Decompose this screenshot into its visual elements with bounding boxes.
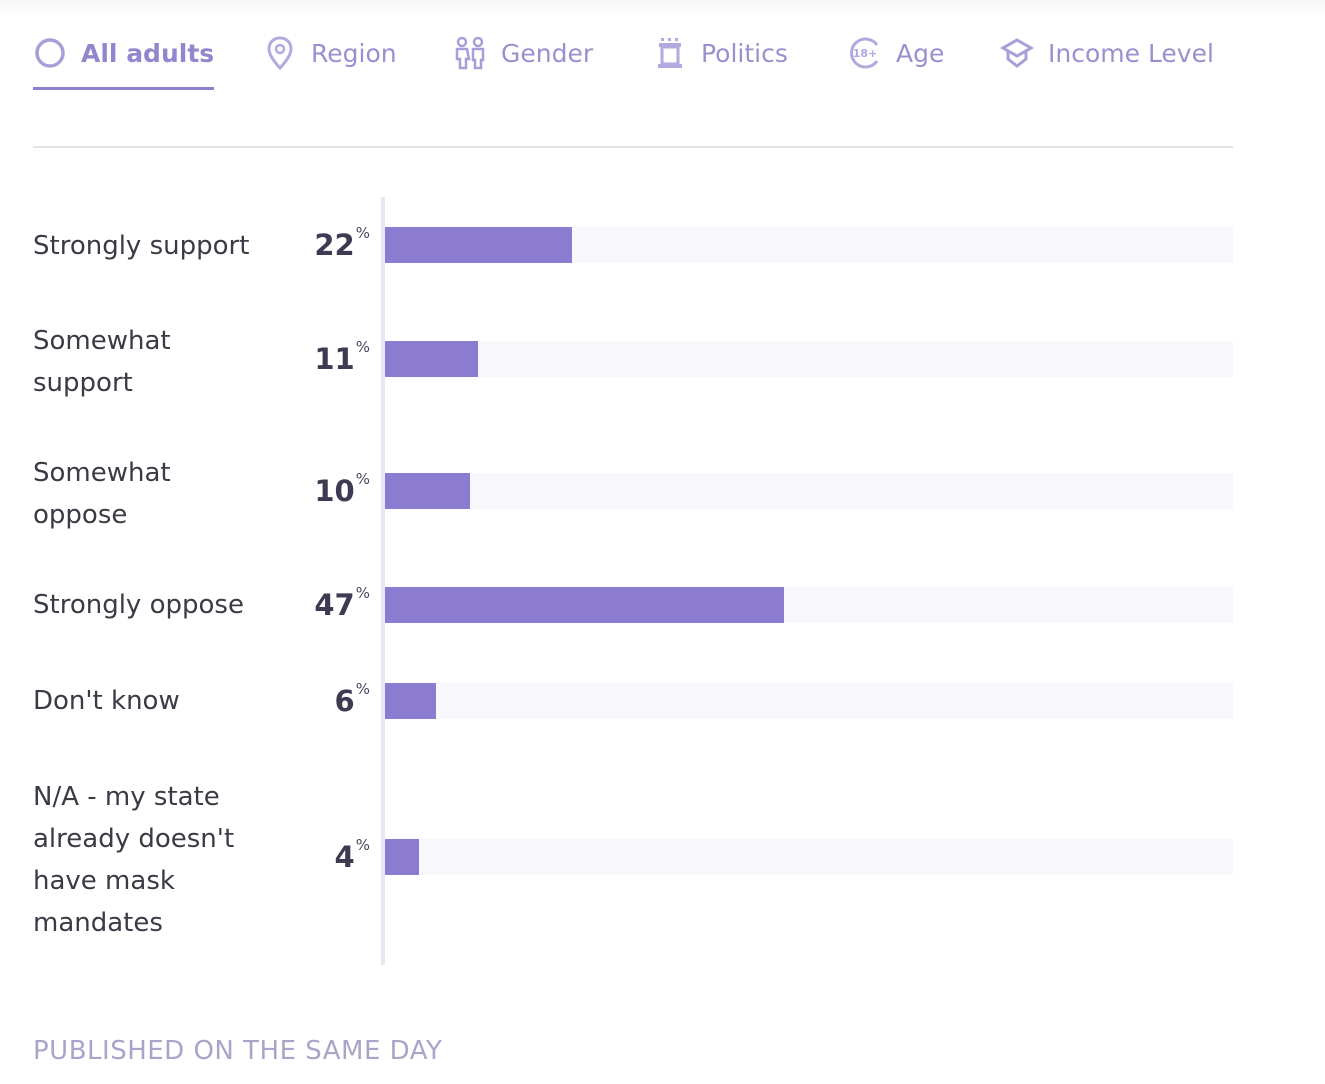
tab-label: Gender (501, 38, 594, 68)
value-number: 22 (314, 228, 355, 262)
category-label: Somewhat support (33, 326, 171, 398)
value-number: 47 (314, 588, 355, 622)
percent-symbol: % (355, 680, 370, 698)
value-label: 10% (300, 470, 370, 508)
tab-label: All adults (81, 38, 215, 68)
svg-text:18+: 18+ (853, 47, 878, 60)
category-label: Don't know (33, 686, 180, 716)
circle-icon (33, 36, 67, 70)
bar-track (385, 473, 1233, 509)
gender-icon (453, 36, 487, 70)
bar-track (385, 341, 1233, 377)
tab-politics[interactable]: Politics (653, 30, 788, 76)
value-number: 6 (334, 684, 355, 718)
value-label: 4% (300, 836, 370, 874)
tab-label: Income Level (1048, 38, 1214, 68)
tab-income-level[interactable]: Income Level (1000, 30, 1214, 76)
value-label: 6% (300, 680, 370, 718)
value-label: 22% (300, 224, 370, 262)
map-pin-icon (263, 36, 297, 70)
tab-label: Region (311, 38, 397, 68)
percent-symbol: % (355, 470, 370, 488)
published-same-day-heading: PUBLISHED ON THE SAME DAY (33, 1036, 443, 1066)
bar (385, 227, 572, 263)
bar (385, 839, 419, 875)
graduation-cap-icon (1000, 36, 1034, 70)
category-label: N/A - my state already doesn't have mask… (33, 782, 235, 938)
age-18-plus-icon: 18+ (848, 36, 882, 70)
percent-symbol: % (355, 224, 370, 242)
tab-region[interactable]: Region (263, 30, 397, 76)
podium-icon (653, 36, 687, 70)
bar (385, 473, 470, 509)
bar (385, 587, 784, 623)
demographic-tabs: All adults Region Gender Politics 18+ Ag… (33, 30, 1233, 92)
tab-label: Politics (701, 38, 788, 68)
value-number: 4 (334, 840, 355, 874)
top-fade (0, 0, 1325, 18)
bar-track (385, 683, 1233, 719)
percent-symbol: % (355, 338, 370, 356)
percent-symbol: % (355, 836, 370, 854)
bar (385, 683, 436, 719)
category-label: Strongly support (33, 231, 250, 261)
value-number: 11 (314, 342, 355, 376)
value-label: 47% (300, 584, 370, 622)
bar-track (385, 587, 1233, 623)
divider (33, 146, 1233, 148)
tab-label: Age (896, 38, 945, 68)
tab-age[interactable]: 18+ Age (848, 30, 944, 76)
category-label: Somewhat oppose (33, 458, 171, 530)
value-number: 10 (314, 474, 355, 508)
bar-track (385, 839, 1233, 875)
value-label: 11% (300, 338, 370, 376)
bar (385, 341, 479, 377)
bar-track (385, 227, 1233, 263)
tab-all-adults[interactable]: All adults (33, 30, 215, 90)
percent-symbol: % (355, 584, 370, 602)
category-label: Strongly oppose (33, 590, 244, 620)
chart-axis-line (381, 197, 385, 965)
tab-gender[interactable]: Gender (453, 30, 593, 76)
